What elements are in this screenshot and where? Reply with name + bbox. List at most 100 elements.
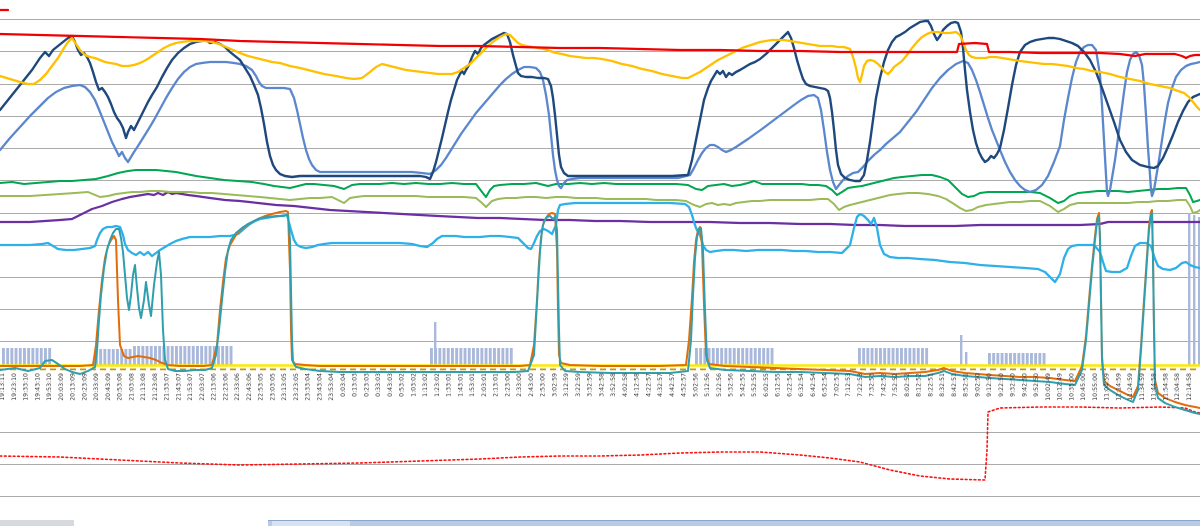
series-olive-green [0,190,1200,214]
x-tick-label: 2:43:00 [528,373,535,397]
x-tick-label: 8:52:51 [963,373,970,397]
x-tick-label: 20:23:09 [81,373,88,401]
x-tick-label: 0:33:03 [375,373,382,397]
window-bottom-strip [0,518,1200,526]
x-tick-label: 1:33:01 [446,373,453,397]
x-tick-label: 0:03:04 [340,373,347,397]
x-tick-label: 19:33:10 [23,373,30,401]
x-tick-label: 9:52:50 [1033,373,1040,397]
x-tick-label: 22:03:07 [199,373,206,401]
x-tick-label: 7:02:53 [833,373,840,397]
series-purple [0,190,1200,228]
x-tick-label: 5:22:56 [716,373,723,397]
x-tick-label: 8:42:51 [951,373,958,397]
x-tick-label: 9:22:50 [998,373,1005,397]
x-tick-label: 23:23:05 [293,373,300,401]
x-tick-label: 8:02:52 [904,373,911,397]
x-tick-label: 20:03:09 [58,373,65,401]
x-tick-label: 10:55:00 [1092,373,1099,401]
x-tick-label: 22:23:06 [222,373,229,401]
series-red-dotted [0,406,1200,481]
x-tick-label: 21:33:07 [164,373,171,401]
x-tick-label: 19:13:11 [0,373,6,401]
x-tick-label: 19:43:10 [34,373,41,401]
x-tick-label: 6:02:55 [763,373,770,397]
x-tick-label: 20:13:09 [70,373,77,401]
x-tick-label: 0:13:03 [352,373,359,397]
x-tick-label: 7:42:52 [880,373,887,397]
x-tick-label: 23:13:05 [281,373,288,401]
line-series [0,8,1200,481]
x-tick-label: 7:32:53 [869,373,876,397]
x-tick-label: 1:53:01 [469,373,476,397]
x-tick-label: 19:23:10 [11,373,18,401]
x-tick-label: 3:42:58 [598,373,605,397]
x-tick-label: 23:43:04 [316,373,323,401]
x-tick-label: 2:53:00 [540,373,547,397]
x-tick-label: 1:43:01 [457,373,464,397]
x-tick-label: 7:52:52 [892,373,899,397]
series-teal [0,212,1200,415]
x-tick-label: 22:53:05 [258,373,265,401]
x-tick-label: 11:04:59 [1104,373,1111,401]
x-tick-label: 20:33:09 [93,373,100,401]
series-green [0,169,1200,204]
x-tick-label: 22:13:06 [211,373,218,401]
x-tick-label: 9:02:50 [974,373,981,397]
x-tick-label: 0:23:03 [363,373,370,397]
x-tick-label: 11:54:58 [1162,373,1169,401]
x-tick-label: 4:32:57 [657,373,664,397]
x-tick-label: 10:45:00 [1080,373,1087,401]
x-tick-label: 2:03:01 [481,373,488,397]
x-tick-label: 21:23:08 [152,373,159,401]
x-tick-label: 1:23:02 [434,373,441,397]
x-tick-label: 2:33:00 [516,373,523,397]
x-tick-label: 20:43:09 [105,373,112,401]
sheet-tab-button[interactable] [0,520,74,526]
x-tick-label: 21:53:07 [187,373,194,401]
x-tick-label: 3:52:58 [610,373,617,397]
x-tick-label: 6:22:54 [786,373,793,397]
x-tick-label: 10:12:49 [1057,373,1064,401]
series-medium-blue [0,43,1200,198]
x-tick-label: 6:52:54 [822,373,829,397]
series-gold [0,30,1200,112]
horizontal-scrollbar[interactable] [268,520,1200,526]
x-tick-label: 12:14:58 [1186,373,1193,401]
scrollbar-thumb[interactable] [272,521,350,526]
x-tick-label: 6:42:54 [810,373,817,397]
x-tick-label: 11:44:58 [1151,373,1158,401]
x-tick-label: 8:12:52 [916,373,923,397]
x-tick-label: 21:13:08 [140,373,147,401]
x-tick-label: 3:32:59 [587,373,594,397]
x-tick-label: 11:34:59 [1139,373,1146,401]
x-tick-label: 21:43:07 [175,373,182,401]
x-tick-label: 12:04:58 [1174,373,1181,401]
x-tick-label: 3:12:59 [563,373,570,397]
series-sky-cyan [0,201,1200,284]
x-tick-label: 9:42:50 [1021,373,1028,397]
x-tick-label: 9:32:50 [1010,373,1017,397]
x-tick-label: 4:52:57 [681,373,688,397]
x-tick-label: 22:43:06 [246,373,253,401]
x-tick-label: 5:32:56 [728,373,735,397]
x-tick-label: 6:32:54 [798,373,805,397]
x-tick-label: 4:42:57 [669,373,676,397]
x-tick-label: 2:13:01 [493,373,500,397]
x-tick-label: 6:12:55 [775,373,782,397]
x-tick-label: 0:53:02 [399,373,406,397]
x-tick-label: 4:12:58 [634,373,641,397]
x-tick-label: 7:22:53 [857,373,864,397]
x-tick-label: 9:12:50 [986,373,993,397]
x-tick-label: 8:32:51 [939,373,946,397]
x-axis-tick-labels: 19:13:11 19:23:10 19:33:10 19:43:10 19:53:10… [0,373,1193,401]
x-tick-label: 23:03:05 [269,373,276,401]
x-tick-label: 4:02:58 [622,373,629,397]
series-dark-blue [0,19,1200,183]
x-tick-label: 5:42:55 [739,373,746,397]
x-tick-label: 21:03:08 [128,373,135,401]
x-tick-label: 5:52:55 [751,373,758,397]
x-tick-label: 10:35:00 [1068,373,1075,401]
